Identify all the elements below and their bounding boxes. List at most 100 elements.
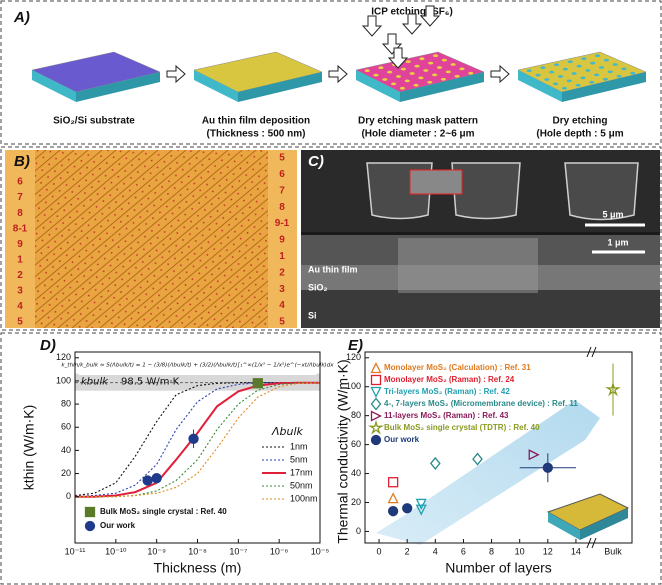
hole: [549, 70, 555, 74]
legend-label: Tri-layers MoS₂ (Raman) : Ref. 42: [384, 387, 510, 396]
x-tick-label: 10: [515, 546, 525, 556]
hole: [378, 66, 384, 70]
x-tick-label: 10⁻⁶: [270, 546, 289, 556]
x-axis-label: Number of layers: [445, 560, 552, 576]
row-label: 7: [17, 192, 23, 203]
hole: [630, 71, 636, 75]
hole: [598, 66, 605, 69]
hole: [427, 80, 433, 84]
step-label: (Hole diameter : 2~6 μm: [361, 129, 474, 140]
marker: [605, 381, 621, 397]
legend-label: 11-layers MoS₂ (Raman) : Ref. 43: [384, 411, 509, 420]
marker: [370, 362, 382, 374]
x-tick-label: 12: [543, 546, 553, 556]
label-strip: [268, 150, 297, 328]
marker: [252, 378, 263, 389]
inset-image: [546, 493, 630, 540]
y-tick-label: 80: [351, 410, 361, 420]
hole: [436, 66, 443, 69]
slab-side: [356, 70, 400, 102]
hole: [612, 63, 618, 66]
marker: [84, 506, 96, 518]
row-label: 8-1: [13, 223, 28, 234]
y-tick-label: 100: [346, 381, 361, 391]
inset: [409, 169, 463, 195]
panel-border: [0, 146, 662, 331]
panel-label: A): [13, 9, 30, 26]
marker: [84, 520, 96, 532]
y-tick-label: 40: [61, 445, 71, 455]
legend-label: 5nm: [290, 454, 308, 464]
y-tick-label: 60: [61, 422, 71, 432]
hole: [404, 79, 410, 83]
sem-cut: [398, 238, 538, 293]
legend-label: 17nm: [290, 467, 313, 477]
marker: [472, 452, 483, 466]
x-tick-label: Bulk: [604, 546, 622, 556]
hole: [399, 86, 406, 90]
legend-label: 4-, 7-layers MoS₂ (Micromembrane device)…: [384, 399, 578, 408]
hole: [580, 76, 586, 80]
hole: [576, 64, 582, 68]
x-tick-label: 10⁻⁹: [147, 546, 166, 556]
row-label: 2: [279, 267, 285, 278]
hole: [364, 69, 370, 73]
marker: [387, 492, 399, 504]
marker: [370, 397, 382, 411]
etch-arrow: [387, 47, 409, 69]
hole: [409, 72, 415, 75]
step-arrow: [166, 64, 186, 84]
etch-arrow: [401, 13, 423, 35]
axis-break: [586, 537, 597, 549]
hole: [621, 67, 627, 71]
y-tick-label: 0: [356, 526, 361, 536]
hole: [526, 69, 532, 73]
hole: [562, 67, 568, 71]
slab-side: [194, 70, 238, 102]
hole: [468, 71, 474, 75]
hole: [594, 54, 601, 58]
marker: [542, 462, 553, 473]
step-label: SiO₂/Si substrate: [53, 116, 135, 127]
marker: [370, 434, 382, 446]
x-tick-label: 10⁻⁵: [311, 546, 330, 556]
hole: [581, 57, 587, 61]
row-labels: 6 7 8 8-1 9 1 2 3 4 5 5 6 7 8 9-1 9 1 2 3 4 5: [13, 153, 290, 328]
hole: [414, 64, 420, 68]
x-tick-label: 8: [489, 546, 494, 556]
legend-label: Bulk MoS₂ single crystal (TDTR) : Ref. 4…: [384, 423, 540, 432]
curve: [75, 382, 321, 498]
hole: [432, 54, 439, 58]
slab-side: [518, 70, 562, 102]
row-label: 6: [279, 169, 285, 180]
row-label: 4: [17, 301, 23, 312]
row-label: 7: [279, 185, 285, 196]
curve: [75, 381, 320, 498]
legend-label: 100nm: [290, 493, 318, 503]
y-axis-label: Thermal conductivity (W/m·K): [335, 359, 351, 543]
legend-label: Our work: [384, 435, 420, 444]
step-label: (Thickness : 500 nm): [207, 129, 306, 140]
marker: [142, 475, 153, 486]
slab-side: [76, 72, 160, 102]
x-tick-label: 10⁻⁸: [188, 546, 207, 556]
hole: [566, 79, 572, 83]
row-label: 9: [279, 235, 285, 246]
formula: k_thin/k_bulk ≈ S(Λbulk/t) = 1 − (3/8)(Λ…: [61, 362, 334, 369]
y-tick-label: 80: [61, 398, 71, 408]
panel-label: D): [40, 337, 56, 354]
hole: [553, 82, 559, 86]
axis-break: [586, 346, 597, 358]
hole: [616, 74, 622, 78]
step-label: Au thin film deposition: [202, 116, 310, 127]
row-label: 2: [17, 270, 23, 281]
hole: [594, 73, 600, 77]
marker: [188, 433, 199, 444]
row-label: 8: [279, 202, 285, 213]
kbulk-label: 98.5 W/m·K: [121, 377, 180, 388]
row-label: 5: [279, 153, 285, 164]
hole: [391, 82, 397, 86]
marker: [387, 506, 399, 517]
hole: [440, 77, 447, 81]
hole: [387, 70, 393, 74]
